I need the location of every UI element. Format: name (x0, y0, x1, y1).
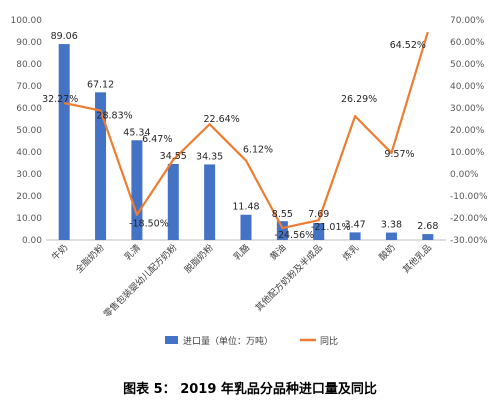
y-left-tick-label: 20.00 (16, 192, 42, 202)
bar-value-label: 11.48 (232, 202, 259, 213)
bar-value-label: 7.69 (308, 209, 329, 220)
category-label: 乳清 (122, 242, 143, 263)
yoy-line (63, 31, 429, 230)
y-right-tick-label: 70.00% (450, 16, 485, 26)
line-value-label: 64.52% (390, 40, 426, 51)
legend-swatch-bar (165, 336, 178, 344)
y-left-tick-label: 60.00 (16, 104, 42, 114)
bar (167, 163, 179, 240)
line-value-label: 26.29% (341, 94, 377, 105)
legend-label-line: 同比 (320, 335, 338, 347)
bar-value-label: 34.55 (160, 151, 187, 162)
bars-layer (58, 44, 434, 241)
category-label: 酸奶 (376, 242, 397, 263)
bar-value-label: 8.55 (272, 209, 293, 220)
bar-value-label: 67.12 (87, 79, 114, 90)
line-value-label: 28.83% (96, 111, 132, 122)
bar-value-label: 2.68 (417, 221, 438, 232)
bar (349, 232, 361, 240)
bar-value-label: 45.34 (123, 127, 150, 138)
category-label: 牛奶 (49, 242, 70, 263)
legend-label-bar: 进口量（单位：万吨） (183, 335, 273, 347)
line-value-label: 22.64% (204, 114, 240, 125)
bar-value-label: 3.47 (345, 219, 366, 230)
bar (131, 140, 143, 240)
line-value-label: -21.01% (311, 222, 351, 233)
y-right-tick-label: 0.00% (450, 170, 479, 180)
line-value-label: 9.57% (384, 149, 414, 160)
y-right-tick-label: 40.00% (450, 82, 485, 92)
y-left-tick-label: 10.00 (16, 214, 42, 224)
y-right-tick-label: 10.00% (450, 148, 485, 158)
y-left-tick-label: 50.00 (16, 126, 42, 136)
y-right-tick-label: -10.00% (450, 192, 488, 202)
y-left-tick-label: 80.00 (16, 60, 42, 70)
y-right-tick-label: 50.00% (450, 60, 485, 70)
bar-value-label: 3.38 (381, 220, 402, 231)
category-label: 全脂奶粉 (73, 242, 107, 276)
category-label: 零售包装婴幼儿配方奶粉 (101, 242, 179, 320)
line-value-label: 6.12% (243, 145, 273, 156)
category-label: 其他乳品 (400, 242, 434, 276)
y-left-tick-label: 70.00 (16, 82, 42, 92)
y-right-tick-label: -30.00% (450, 236, 488, 246)
labels-layer: 89.06 67.12 45.34 34.55 34.35 11.48 8.55 7.69 3.… (42, 31, 438, 241)
figure-caption: 图表 5： 2019 年乳品分品种进口量及同比 (123, 381, 377, 397)
category-label: 黄油 (267, 242, 288, 263)
y-right-tick-label: -20.00% (450, 214, 488, 224)
line-value-label: 6.47% (142, 134, 172, 145)
line-value-label: 32.27% (42, 94, 78, 105)
bar (204, 164, 216, 240)
y-left-tick-label: 40.00 (16, 148, 42, 158)
bar (95, 92, 107, 240)
y-left-tick-label: 30.00 (16, 170, 42, 180)
line-value-label: -18.50% (129, 219, 169, 230)
category-label: 炼乳 (340, 242, 361, 263)
bar (276, 221, 288, 240)
y-left-tick-label: 100.00 (11, 16, 43, 26)
category-label: 脱脂奶粉 (182, 242, 216, 276)
bar (422, 234, 434, 240)
bar (313, 223, 325, 240)
category-label: 乳酪 (231, 242, 252, 263)
legend: 进口量（单位：万吨） 同比 (165, 335, 338, 347)
y-left-tick-label: 0.00 (22, 236, 42, 246)
y-right-tick-label: 20.00% (450, 126, 485, 136)
line-layer (63, 31, 429, 230)
y-right-tick-label: 30.00% (450, 104, 485, 114)
bar (385, 232, 397, 240)
line-value-label: -24.56% (275, 230, 315, 241)
bar-value-label: 89.06 (51, 31, 78, 42)
category-label: 其他配方奶粉及半成品 (253, 242, 325, 314)
bar-value-label: 34.35 (196, 151, 223, 162)
y-right-tick-label: 60.00% (450, 38, 485, 48)
bar (240, 214, 252, 240)
bar (58, 44, 70, 241)
y-left-tick-label: 90.00 (16, 38, 42, 48)
